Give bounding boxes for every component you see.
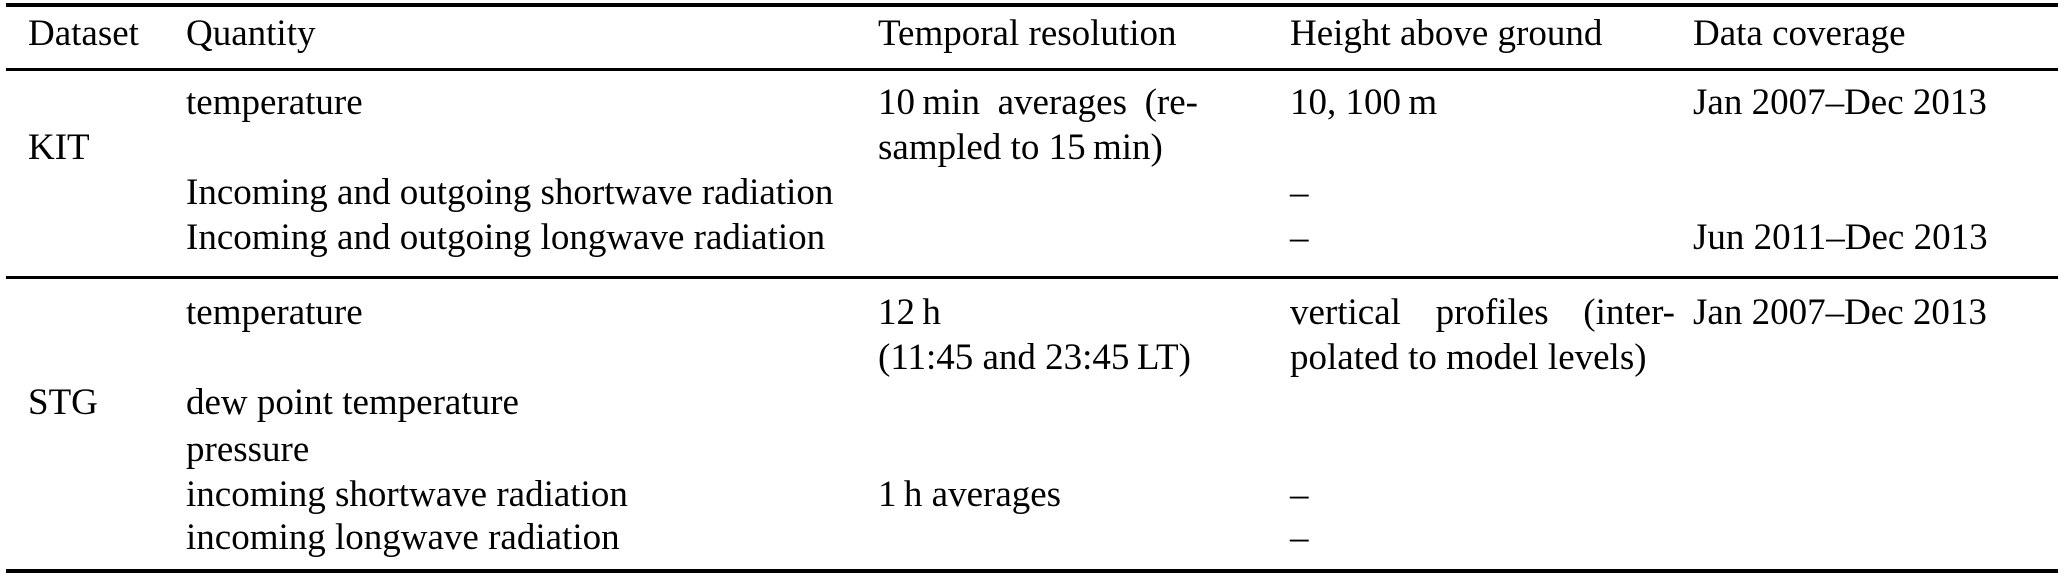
cell-quantity: Incoming and outgoing shortwave radiatio… <box>186 172 834 213</box>
dataset-label-kit: KIT <box>28 127 90 168</box>
cell-data-coverage: Jan 2007–Dec 2013 <box>1693 292 1987 333</box>
cell-quantity: pressure <box>186 429 310 470</box>
section-divider-rule <box>6 276 2058 279</box>
header-rule <box>6 68 2058 71</box>
table-bottom-rule <box>6 569 2058 573</box>
cell-quantity: temperature <box>186 292 363 333</box>
cell-temporal-resolution: 1 h averages <box>878 474 1062 515</box>
col-header-temporal-resolution: Temporal resolution <box>878 13 1177 54</box>
cell-quantity: temperature <box>186 82 363 123</box>
cell-quantity: incoming longwave radiation <box>186 517 620 558</box>
cell-temporal-resolution: 12 h (11:45 and 23:45 LT) <box>878 292 1191 378</box>
table-top-rule <box>6 3 2058 7</box>
cell-quantity: Incoming and outgoing longwave radiation <box>186 217 826 258</box>
cell-temporal-resolution: 10 min averages (re-sampled to 15 min) <box>878 82 1198 168</box>
cell-quantity: incoming shortwave radiation <box>186 474 628 515</box>
col-header-quantity: Quantity <box>186 13 316 54</box>
cell-height-above-ground: – <box>1290 517 1309 558</box>
cell-height-above-ground: – <box>1290 474 1309 515</box>
cell-height-above-ground: – <box>1290 172 1309 213</box>
cell-quantity: dew point temperature <box>186 382 519 423</box>
cell-height-above-ground: – <box>1290 217 1309 258</box>
cell-height-above-ground: 10, 100 m <box>1290 82 1438 123</box>
cell-data-coverage: Jun 2011–Dec 2013 <box>1693 217 1988 258</box>
col-header-dataset: Dataset <box>28 13 139 54</box>
col-header-height-above-ground: Height above ground <box>1290 13 1603 54</box>
dataset-label-stg: STG <box>28 382 98 423</box>
cell-height-above-ground: vertical profiles (inter-polated to mode… <box>1290 292 1675 378</box>
col-header-data-coverage: Data coverage <box>1693 13 1906 54</box>
cell-data-coverage: Jan 2007–Dec 2013 <box>1693 82 1987 123</box>
